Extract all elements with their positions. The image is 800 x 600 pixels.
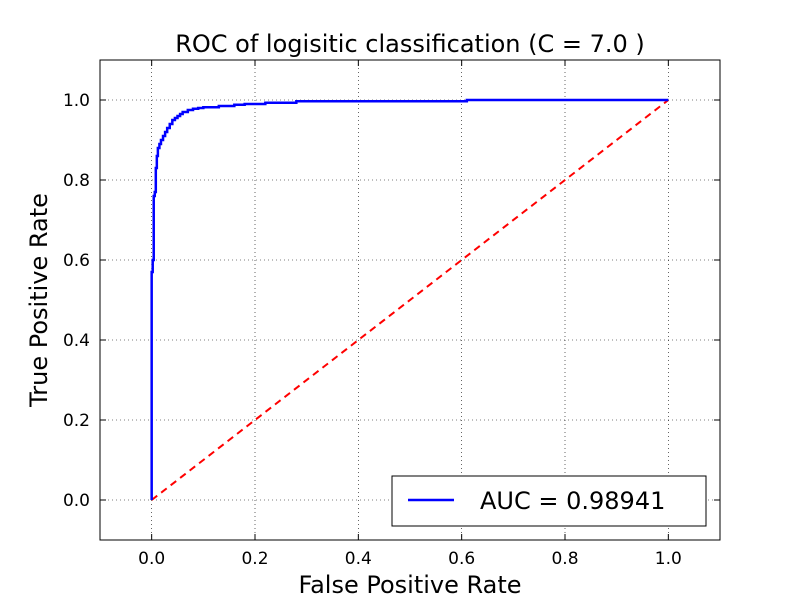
y-tick-label: 0.2 <box>63 411 90 431</box>
plot-area <box>150 98 669 501</box>
x-tick-label: 1.0 <box>655 549 682 569</box>
y-tick-label: 1.0 <box>63 91 90 111</box>
chart-title: ROC of logisitic classification (C = 7.0… <box>175 30 645 58</box>
x-tick-label: 0.2 <box>241 549 268 569</box>
legend: AUC = 0.98941 <box>391 475 707 527</box>
y-tick-label: 0.8 <box>63 171 90 191</box>
legend-label: AUC = 0.98941 <box>480 487 665 515</box>
y-tick-label: 0.6 <box>63 251 90 271</box>
x-axis-label: False Positive Rate <box>298 571 521 599</box>
x-tick-label: 0.0 <box>138 549 165 569</box>
roc-curve-line <box>150 98 669 500</box>
chance-diagonal-line <box>151 99 669 501</box>
x-tick-label: 0.4 <box>345 549 372 569</box>
x-tick-label: 0.6 <box>448 549 475 569</box>
y-tick-label: 0.0 <box>63 491 90 511</box>
plot-frame <box>99 59 721 541</box>
ticks: 0.0 0.2 0.4 0.6 0.8 1.0 0.0 0.2 0.4 0.6 0.8 1.0 <box>63 60 720 569</box>
x-tick-label: 0.8 <box>551 549 578 569</box>
y-tick-label: 0.4 <box>63 331 90 351</box>
y-axis-label: True Positive Rate <box>25 193 53 408</box>
